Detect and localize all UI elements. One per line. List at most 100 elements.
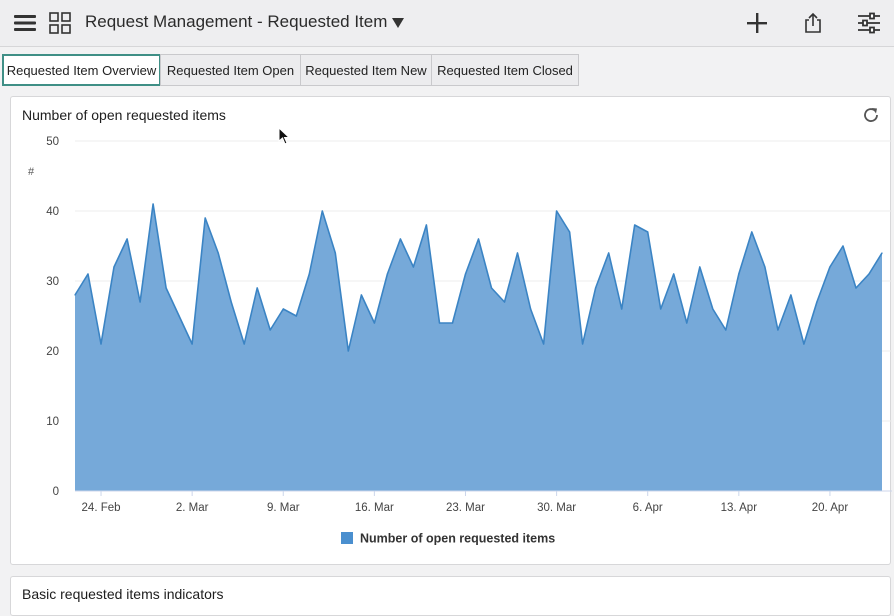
- data-point: [100, 343, 102, 345]
- legend-item[interactable]: Number of open requested items: [341, 532, 555, 546]
- plus-icon[interactable]: [743, 9, 771, 37]
- tab-requested-item-new[interactable]: Requested Item New: [300, 54, 432, 86]
- sliders-icon[interactable]: [855, 9, 883, 37]
- data-point: [868, 273, 870, 275]
- data-point: [126, 238, 128, 240]
- dropdown-caret-icon[interactable]: [384, 9, 412, 37]
- data-point: [777, 329, 779, 331]
- series-area: [75, 204, 882, 491]
- x-tick-label: 24. Feb: [82, 502, 121, 514]
- tab-requested-item-overview[interactable]: Requested Item Overview: [2, 54, 161, 86]
- data-point: [321, 210, 323, 212]
- y-tick-label: 30: [46, 276, 59, 288]
- data-point: [686, 322, 688, 324]
- data-point: [373, 322, 375, 324]
- data-point: [829, 266, 831, 268]
- hamburger-menu-icon[interactable]: [11, 9, 39, 37]
- data-point: [347, 350, 349, 352]
- data-point: [464, 273, 467, 275]
- data-point: [282, 308, 284, 310]
- x-tick-label: 16. Mar: [355, 502, 394, 514]
- share-icon[interactable]: [799, 9, 827, 37]
- data-point: [243, 343, 245, 345]
- data-point: [490, 287, 493, 289]
- data-point: [582, 343, 584, 345]
- data-point: [673, 273, 675, 275]
- data-point: [543, 343, 545, 345]
- data-point: [295, 315, 297, 317]
- data-point: [451, 322, 454, 324]
- data-point: [425, 224, 427, 226]
- x-tick-label: 9. Mar: [267, 502, 300, 514]
- data-point: [87, 273, 89, 275]
- x-tick-label: 23. Mar: [446, 502, 485, 514]
- data-point: [738, 273, 740, 275]
- data-point: [230, 301, 232, 303]
- data-point: [204, 217, 206, 219]
- tab-requested-item-open[interactable]: Requested Item Open: [160, 54, 301, 86]
- open-requested-items-widget: Number of open requested items 0 10 20 30 40…: [10, 96, 892, 565]
- data-point: [139, 301, 141, 303]
- data-point: [256, 287, 258, 289]
- data-point: [438, 322, 441, 324]
- data-point: [803, 343, 805, 345]
- data-point: [621, 308, 623, 310]
- data-point: [751, 231, 753, 233]
- data-point: [569, 231, 571, 233]
- data-point: [790, 294, 792, 296]
- widget-title: Number of open requested items: [22, 107, 226, 123]
- tab-requested-item-closed[interactable]: Requested Item Closed: [431, 54, 579, 86]
- data-point: [165, 287, 167, 289]
- x-tick-label: 13. Apr: [721, 502, 758, 514]
- data-point: [842, 245, 844, 247]
- data-point: [360, 294, 362, 296]
- x-tick-label: 6. Apr: [633, 502, 663, 514]
- refresh-icon[interactable]: [861, 105, 881, 125]
- data-point: [113, 266, 115, 268]
- data-point: [660, 308, 662, 310]
- page-title: Request Management - Requested Item: [85, 12, 388, 31]
- data-point: [647, 231, 649, 233]
- y-tick-label: 10: [46, 416, 59, 428]
- mouse-cursor-icon: [278, 127, 290, 145]
- data-point: [764, 266, 766, 268]
- data-point: [712, 308, 714, 310]
- x-tick-label: 2. Mar: [176, 502, 209, 514]
- data-point: [308, 273, 310, 275]
- data-point: [191, 343, 193, 345]
- y-tick-label: 0: [53, 486, 59, 498]
- data-point: [595, 287, 597, 289]
- data-point: [816, 301, 818, 303]
- y-tick-label: 20: [46, 346, 59, 358]
- legend-swatch: [341, 532, 353, 544]
- y-tick-label: 50: [46, 136, 59, 148]
- data-point: [608, 252, 610, 254]
- data-point: [725, 329, 727, 331]
- area-chart: 0 10 20 30 40 50 # 24. Feb 2. Mar 9. Mar 16. Mar…: [28, 136, 892, 546]
- data-point: [855, 287, 857, 289]
- data-point: [217, 252, 219, 254]
- data-point: [399, 238, 401, 240]
- basic-indicators-widget: Basic requested items indicators: [10, 576, 891, 616]
- y-tick-label: 40: [46, 206, 59, 218]
- data-point: [477, 238, 480, 240]
- data-point: [74, 294, 76, 296]
- data-point: [634, 224, 636, 226]
- data-point: [881, 252, 883, 254]
- data-point: [516, 252, 519, 254]
- data-point: [152, 203, 154, 205]
- x-tick-label: 30. Mar: [537, 502, 576, 514]
- x-tick-label: 20. Apr: [812, 502, 849, 514]
- data-point: [412, 266, 414, 268]
- data-point: [386, 273, 388, 275]
- data-point: [503, 301, 506, 303]
- dashboard-grid-icon[interactable]: [46, 9, 74, 37]
- widget-title-indicators: Basic requested items indicators: [22, 586, 224, 602]
- data-point: [556, 210, 558, 212]
- data-point: [269, 329, 271, 331]
- top-bar: Request Management - Requested Item: [0, 0, 894, 47]
- legend-label: Number of open requested items: [360, 532, 555, 546]
- data-point: [178, 315, 180, 317]
- data-point: [334, 252, 336, 254]
- data-point: [530, 308, 532, 310]
